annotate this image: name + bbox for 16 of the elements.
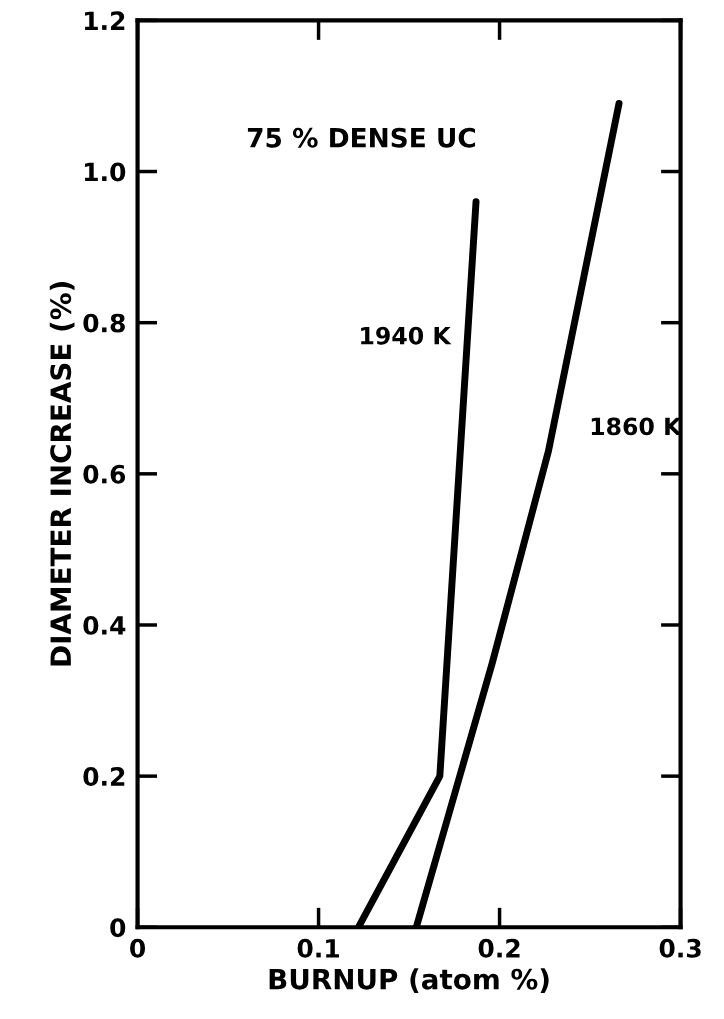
annotation: 75 % DENSE UC: [247, 127, 476, 148]
y-axis-title: DIAMETER INCREASE (%): [49, 282, 75, 666]
y-tick-label: 0.4: [83, 615, 126, 635]
series-label: 1940 K: [361, 326, 452, 345]
y-tick-label: 0.8: [83, 313, 125, 333]
y-tick-label: 0: [110, 918, 126, 938]
y-tick-label: 0.2: [83, 767, 125, 786]
x-tick-label: 0.2: [478, 938, 520, 958]
y-tick-label: 1.2: [84, 11, 125, 30]
y-tick-label: 0.6: [83, 464, 126, 484]
y-tick-label: 1.0: [84, 162, 126, 182]
x-tick-label: 0.1: [297, 938, 339, 958]
x-tick-label: 0: [130, 938, 146, 958]
x-tick-label: 0.3: [659, 938, 701, 958]
x-axis-title: BURNUP (atom %): [269, 968, 549, 993]
series-label: 1860 K: [591, 417, 683, 436]
